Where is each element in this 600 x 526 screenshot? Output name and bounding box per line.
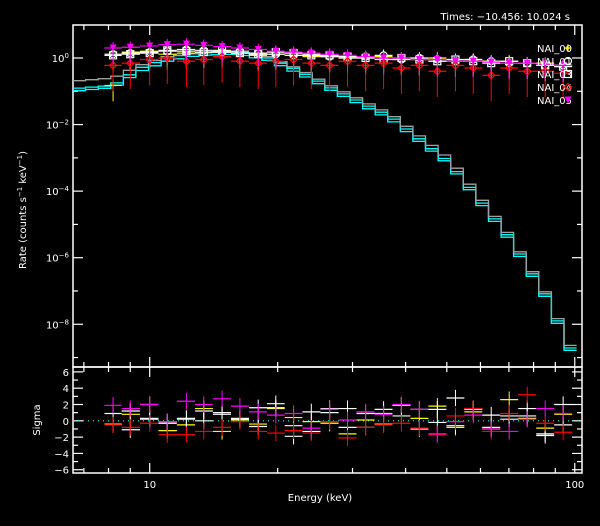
sigma-tick-label: 0 (63, 417, 69, 428)
triangle-down-marker (200, 41, 208, 49)
time-range-title: Times: −10.456: 10.024 s (439, 12, 570, 23)
sigma-tick-label: −2 (54, 433, 69, 444)
legend-label: NAI_00 (537, 44, 572, 55)
sigma-axis-label: Sigma (32, 404, 43, 435)
residual-series-NAI_01 (104, 389, 573, 445)
triangle-down-marker (451, 57, 459, 65)
sigma-tick-label: 2 (63, 401, 69, 412)
model-curve (73, 51, 577, 347)
triangle-down-marker (326, 50, 334, 58)
sigma-tick-label: −4 (54, 449, 69, 460)
y-tick-label: 10−4 (46, 185, 70, 198)
triangle-down-marker (146, 42, 154, 50)
diamond-marker (199, 55, 209, 64)
diamond-marker (145, 55, 155, 64)
diamond-marker (125, 58, 135, 68)
diamond-marker (486, 71, 496, 80)
triangle-down-marker (469, 57, 477, 65)
triangle-down-marker (380, 54, 388, 62)
triangle-down-marker (523, 59, 531, 67)
sigma-tick-label: −6 (54, 466, 69, 477)
triangle-down-marker (109, 44, 117, 52)
diamond-marker (563, 82, 573, 92)
triangle-down-marker (541, 60, 549, 68)
x-tick-label: 10 (143, 480, 156, 491)
triangle-down-marker (163, 41, 171, 49)
legend-label: NAI_01 (537, 57, 572, 68)
triangle-down-marker (362, 53, 370, 61)
diamond-marker (235, 56, 245, 66)
triangle-down-marker (236, 44, 244, 52)
y-tick-label: 10−2 (46, 119, 69, 132)
series-NAI_01 (104, 43, 573, 82)
y-tick-label: 10−6 (46, 252, 70, 265)
triangle-down-marker (272, 47, 280, 55)
triangle-down-marker (564, 96, 572, 104)
triangle-down-marker (307, 49, 315, 57)
square-marker (563, 69, 573, 79)
diamond-marker (253, 58, 263, 68)
diamond-marker (108, 61, 118, 70)
triangle-down-marker (397, 54, 405, 62)
model-curve (73, 50, 577, 349)
triangle-down-marker (344, 51, 352, 59)
triangle-down-marker (505, 59, 513, 67)
triangle-down-marker (254, 45, 262, 53)
triangle-down-marker (182, 40, 190, 48)
sigma-tick-label: 6 (63, 368, 69, 379)
legend-label: NAI_04 (537, 83, 572, 94)
residual-series-NAI_05 (104, 390, 573, 443)
legend-label: NAI_03 (537, 70, 572, 81)
energy-axis-label: Energy (keV) (288, 493, 353, 504)
lower-panel-frame (72, 366, 583, 474)
triangle-down-marker (433, 56, 441, 64)
diamond-marker (182, 56, 191, 66)
series-NAI_05 (104, 38, 573, 82)
triangle-down-marker (126, 43, 134, 51)
model-curve (73, 53, 577, 351)
y-tick-label: 10−8 (46, 318, 69, 331)
sigma-tick-label: 4 (63, 384, 69, 395)
y-tick-label: 100 (52, 52, 69, 65)
rate-axis-label: Rate (counts s−1 keV−1) (16, 151, 29, 269)
plus-marker (564, 44, 572, 52)
triangle-down-marker (487, 58, 495, 66)
circle-marker (563, 56, 573, 66)
x-tick-label: 100 (565, 480, 584, 491)
triangle-down-marker (218, 43, 226, 51)
triangle-down-marker (290, 48, 298, 56)
triangle-down-marker (415, 56, 423, 64)
diamond-marker (162, 53, 172, 63)
legend-label: NAI_05 (537, 96, 572, 107)
